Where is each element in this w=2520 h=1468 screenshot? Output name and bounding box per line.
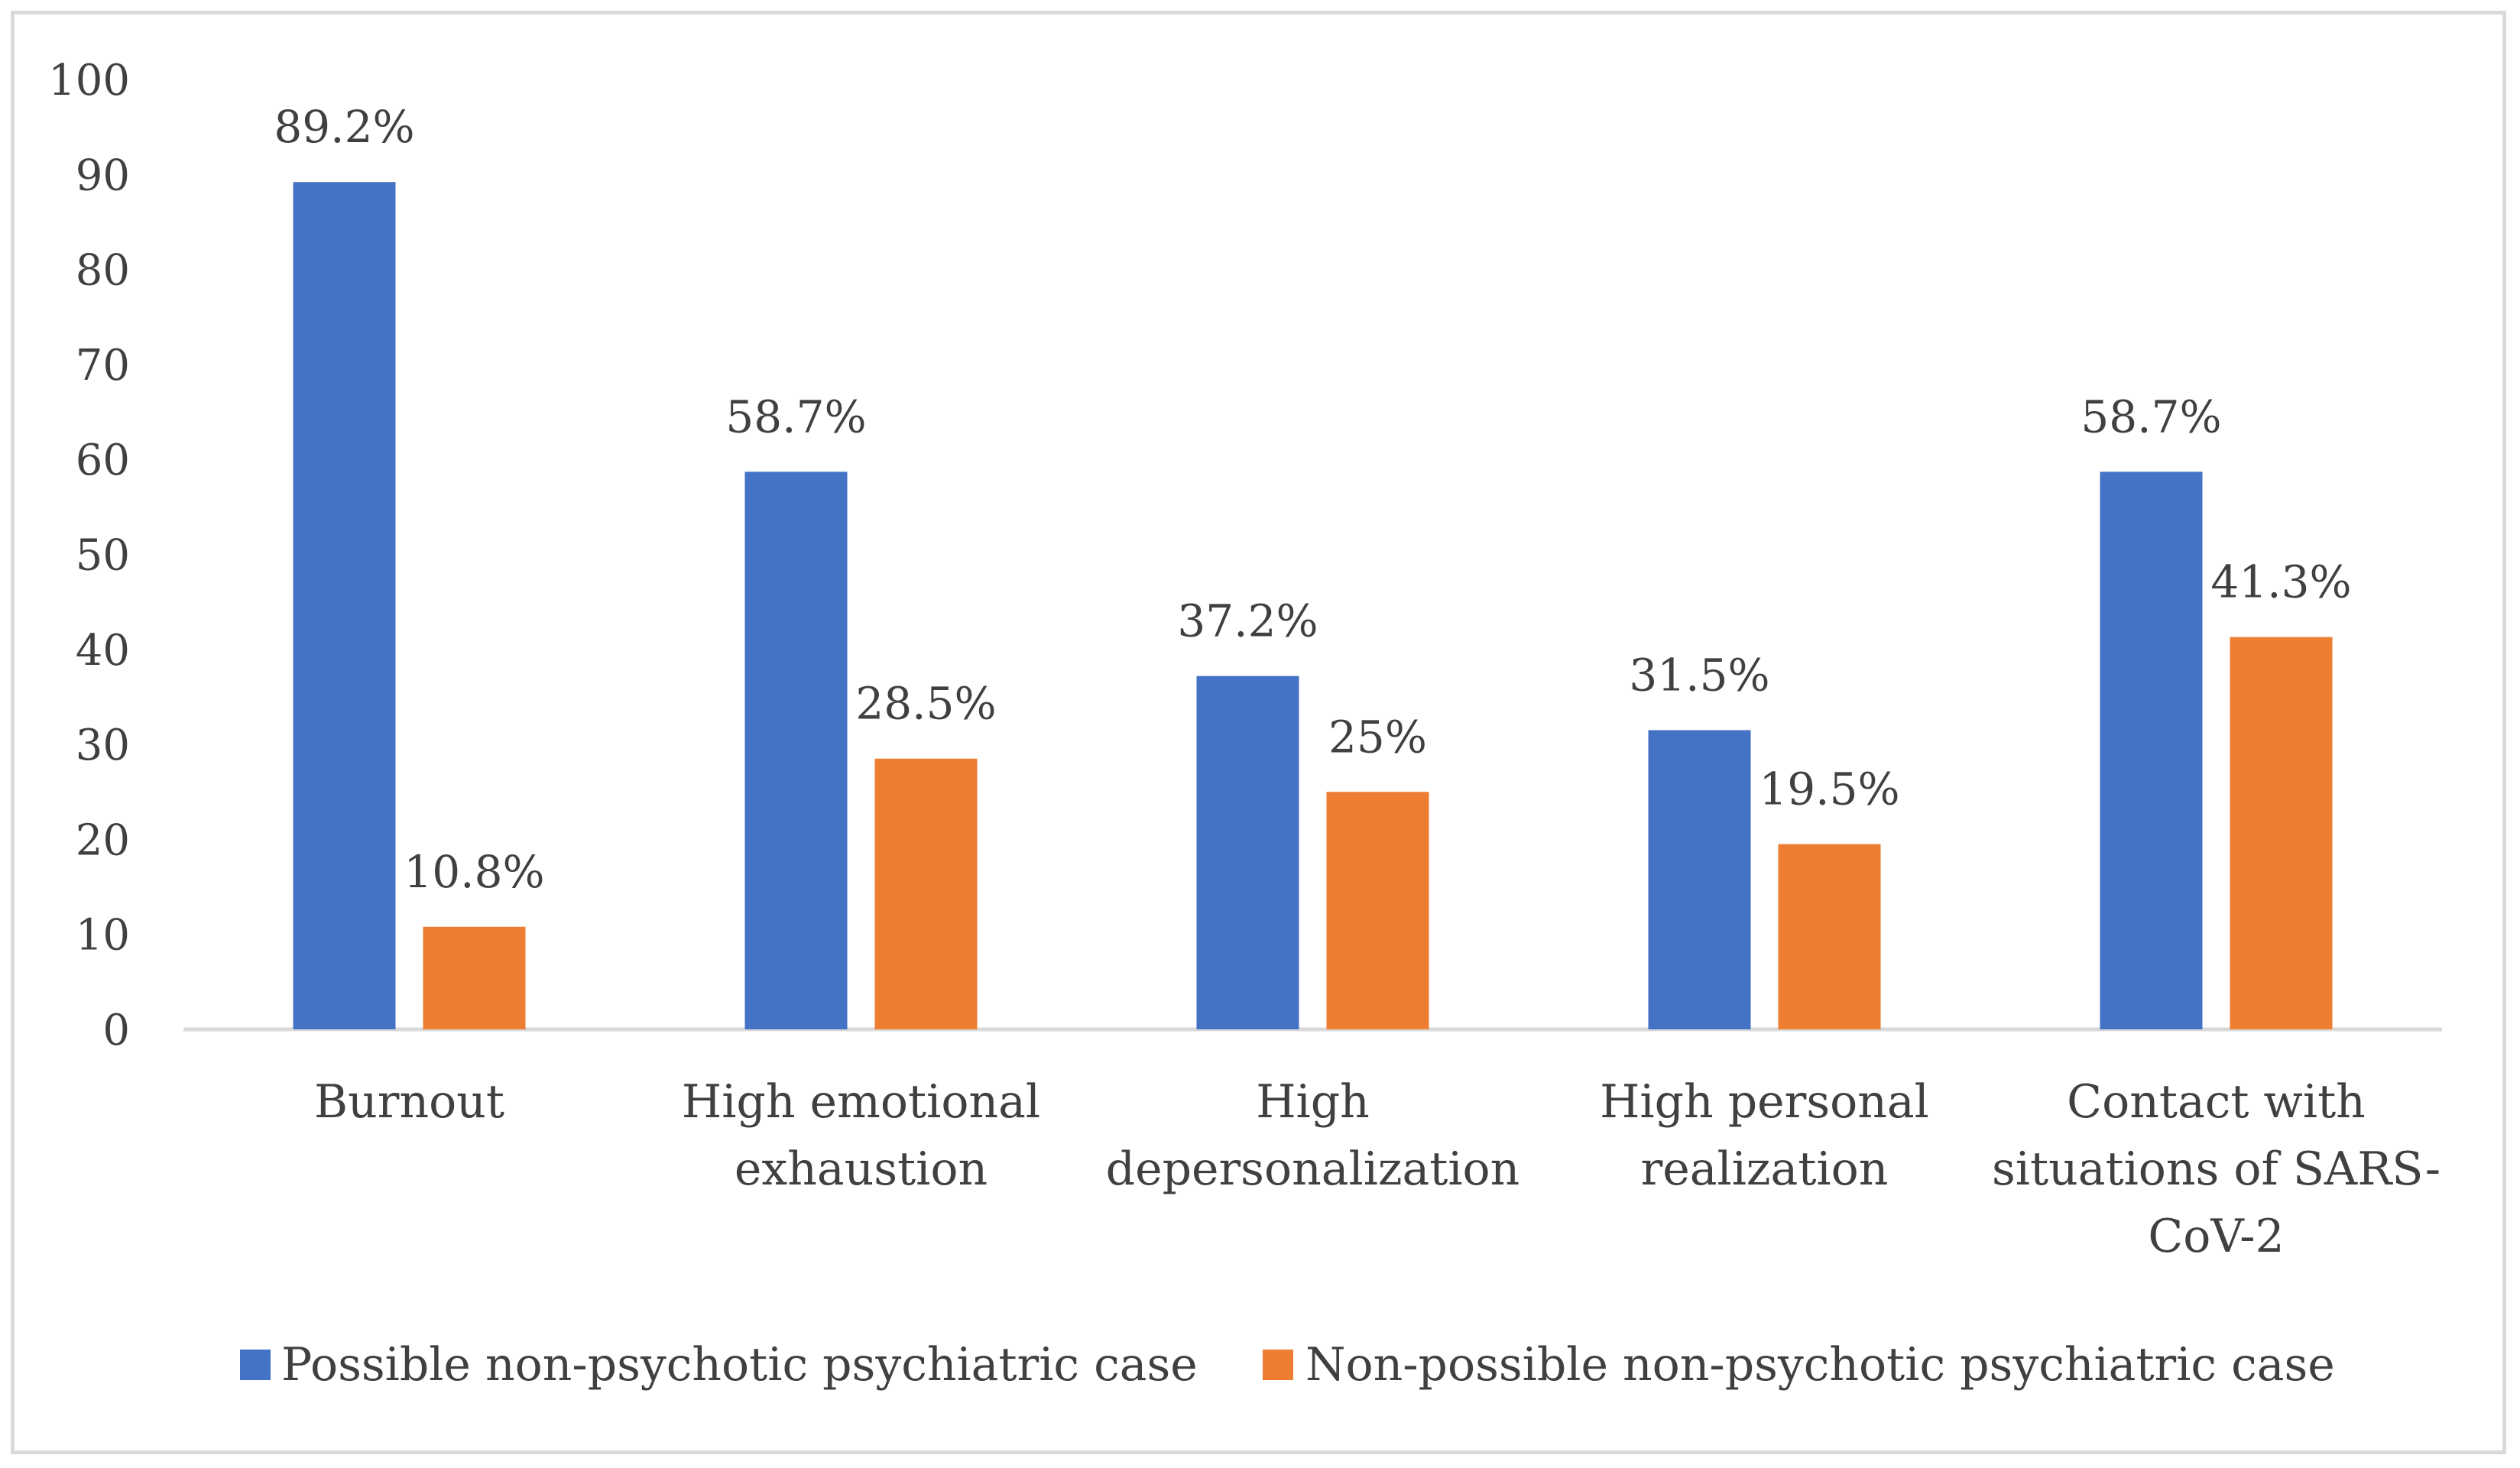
bar-non-possible bbox=[423, 926, 526, 1029]
data-label: 58.7% bbox=[725, 390, 866, 442]
data-label: 10.8% bbox=[404, 846, 544, 898]
category-label: exhaustion bbox=[735, 1142, 988, 1196]
y-tick-label: 30 bbox=[76, 721, 130, 770]
y-tick-label: 70 bbox=[76, 341, 130, 390]
category-label: CoV-2 bbox=[2148, 1210, 2284, 1263]
data-label: 25% bbox=[1328, 711, 1427, 763]
y-axis-ticks: 0 10 20 30 40 50 60 70 80 90 100 bbox=[48, 56, 130, 1055]
bar-non-possible bbox=[2230, 637, 2333, 1029]
category-label: Burnout bbox=[314, 1075, 504, 1129]
y-tick-label: 50 bbox=[76, 531, 130, 581]
category-label: High emotional bbox=[682, 1075, 1040, 1129]
category-label: realization bbox=[1641, 1142, 1889, 1196]
y-tick-label: 0 bbox=[102, 1006, 130, 1055]
data-label: 37.2% bbox=[1177, 595, 1318, 647]
bar-non-possible bbox=[1778, 844, 1881, 1029]
y-tick-label: 40 bbox=[76, 626, 130, 676]
category-label: High personal bbox=[1600, 1075, 1929, 1129]
data-label: 58.7% bbox=[2081, 390, 2221, 442]
bar-possible bbox=[2100, 472, 2203, 1029]
legend-label-possible: Possible non-psychotic psychiatric case bbox=[281, 1338, 1198, 1392]
legend-swatch-possible bbox=[240, 1350, 271, 1380]
category-labels: Burnout High emotional exhaustion High deper… bbox=[314, 1075, 2441, 1263]
bar-possible bbox=[744, 472, 848, 1029]
y-tick-label: 60 bbox=[76, 436, 130, 485]
bar-possible bbox=[1196, 676, 1299, 1029]
y-tick-label: 20 bbox=[76, 815, 130, 865]
category-label: depersonalization bbox=[1106, 1142, 1520, 1196]
category-label: Contact with bbox=[2067, 1075, 2366, 1129]
data-label: 41.3% bbox=[2210, 556, 2351, 608]
bar-possible bbox=[293, 182, 396, 1029]
bar-non-possible bbox=[1326, 792, 1429, 1029]
y-tick-label: 100 bbox=[48, 56, 130, 105]
bar-possible bbox=[1648, 730, 1751, 1029]
y-tick-label: 80 bbox=[76, 246, 130, 296]
legend: Possible non-psychotic psychiatric case N… bbox=[240, 1338, 2335, 1392]
data-label: 31.5% bbox=[1629, 649, 1769, 701]
legend-label-non-possible: Non-possible non-psychotic psychiatric c… bbox=[1305, 1338, 2335, 1392]
y-tick-label: 90 bbox=[76, 151, 130, 200]
data-label: 28.5% bbox=[855, 678, 996, 730]
category-label: High bbox=[1256, 1075, 1370, 1129]
legend-swatch-non-possible bbox=[1263, 1350, 1293, 1380]
bars bbox=[293, 182, 2333, 1029]
y-tick-label: 10 bbox=[76, 911, 130, 961]
bar-non-possible bbox=[874, 758, 978, 1029]
data-labels: 89.2% 58.7% 37.2% 31.5% 58.7% 10.8% 28.5% 25% 19… bbox=[274, 101, 2351, 898]
category-label: situations of SARS- bbox=[1992, 1142, 2441, 1196]
data-label: 89.2% bbox=[274, 101, 414, 153]
data-label: 19.5% bbox=[1759, 763, 1899, 815]
